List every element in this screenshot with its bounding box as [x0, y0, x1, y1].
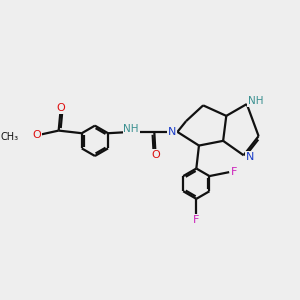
Text: O: O [151, 150, 160, 160]
Text: N: N [246, 152, 254, 162]
Text: NH: NH [248, 96, 264, 106]
Text: O: O [33, 130, 41, 140]
Text: F: F [231, 167, 237, 177]
Text: N: N [168, 127, 176, 137]
Text: O: O [56, 103, 65, 113]
Text: F: F [193, 215, 200, 225]
Text: NH: NH [123, 124, 139, 134]
Text: CH₃: CH₃ [0, 132, 18, 142]
